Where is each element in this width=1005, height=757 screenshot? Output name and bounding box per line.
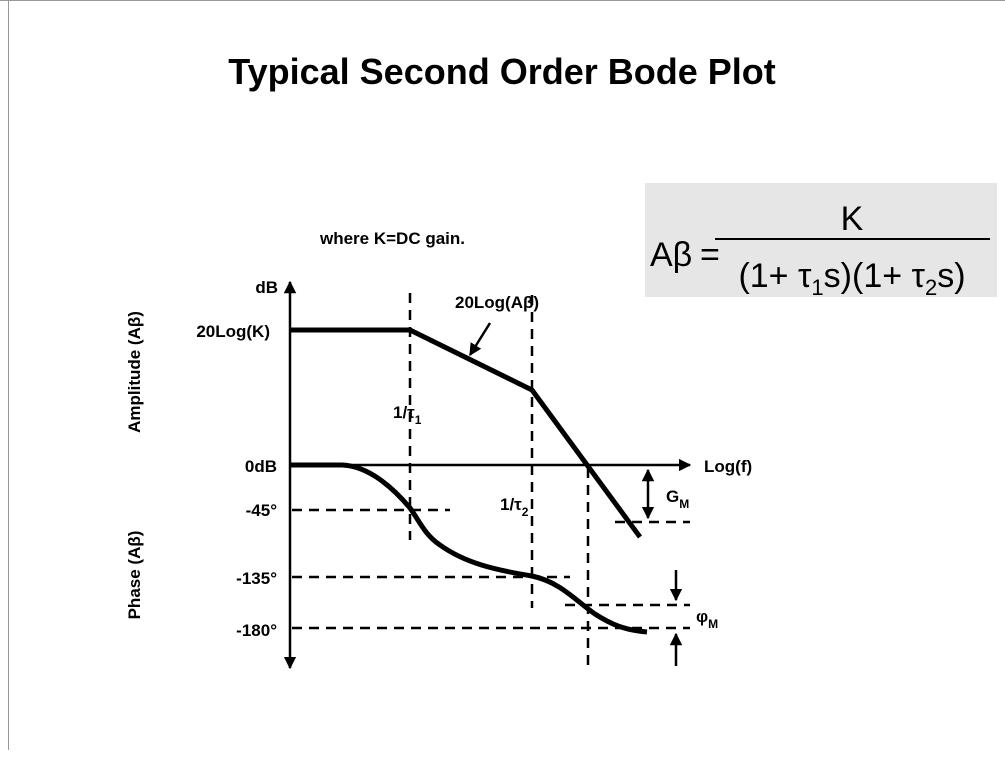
formula-text: (1+ τ xyxy=(738,257,812,295)
level-label: -45° xyxy=(246,501,278,520)
level-label: -135° xyxy=(236,569,277,588)
formula-numerator: K xyxy=(841,200,864,238)
amplitude-label: Amplitude (Aβ) xyxy=(125,311,144,433)
margin-label: GM xyxy=(666,487,689,511)
margin-base: φ xyxy=(696,607,708,626)
y-unit: dB xyxy=(255,278,278,297)
level-label: 20Log(K) xyxy=(196,322,270,341)
note: where K=DC gain. xyxy=(319,229,465,248)
phase-curve xyxy=(290,462,648,635)
formula-text: s) xyxy=(937,257,965,295)
formula-sub: 1 xyxy=(811,275,823,300)
x-label: Log(f) xyxy=(704,457,752,476)
margin-base: G xyxy=(666,487,679,506)
pole-sub: 1 xyxy=(415,413,422,427)
pole-sub: 2 xyxy=(522,505,529,519)
pole-base: 1/τ xyxy=(393,403,415,422)
pole-label: 1/τ1 xyxy=(393,403,422,427)
formula-text: s)(1+ τ xyxy=(824,257,926,295)
level-label: -180° xyxy=(236,621,277,640)
formula-denominator: (1+ τ1s)(1+ τ2s) xyxy=(738,257,965,300)
curve-label: 20Log(Aβ) xyxy=(455,293,539,312)
curve-pointer xyxy=(468,322,492,357)
pole-label: 1/τ2 xyxy=(500,495,529,519)
pole-base: 1/τ xyxy=(500,495,522,514)
formula-lhs: Aβ xyxy=(650,236,692,274)
formula-eq: = xyxy=(700,236,720,274)
amplitude-curve xyxy=(290,327,643,539)
level-label: 0dB xyxy=(245,457,277,476)
margin-sub: M xyxy=(679,497,689,511)
margin-label: φM xyxy=(696,607,718,631)
formula-sub: 2 xyxy=(925,275,937,300)
margin-sub: M xyxy=(708,617,718,631)
title: Typical Second Order Bode Plot xyxy=(228,51,775,92)
phase-label: Phase (Aβ) xyxy=(125,531,144,620)
